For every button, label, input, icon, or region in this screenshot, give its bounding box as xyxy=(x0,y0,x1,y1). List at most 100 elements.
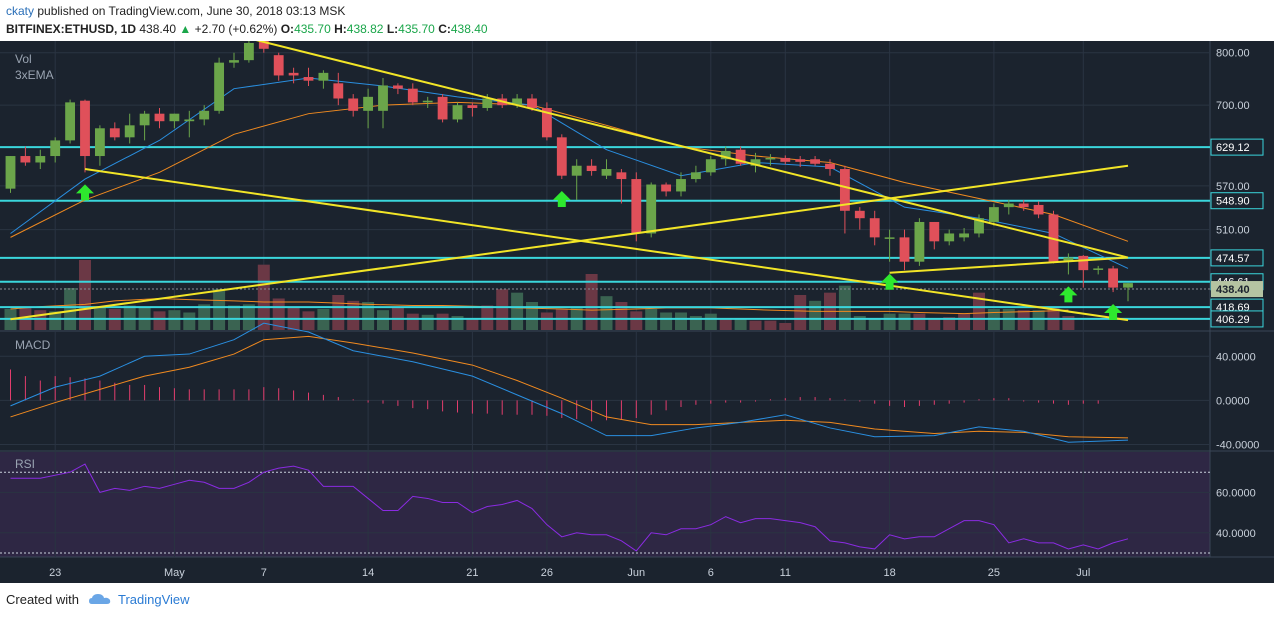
price-tick-label: 800.00 xyxy=(1216,48,1250,60)
candle-body xyxy=(974,218,984,234)
candle-body xyxy=(869,218,880,238)
candle-body xyxy=(1108,268,1119,288)
open-label: O: xyxy=(280,22,295,36)
price-label-box xyxy=(1210,138,1264,156)
volume-bar xyxy=(809,300,822,330)
candle-body xyxy=(780,157,791,162)
price-label: 474.57 xyxy=(1216,253,1250,265)
trendline xyxy=(10,164,1129,321)
candle-body xyxy=(80,100,90,157)
up-triangle-icon: ▲ xyxy=(179,22,192,36)
x-tick-label: Jun xyxy=(627,567,645,579)
volume-bar xyxy=(779,323,792,330)
volume-bar xyxy=(943,317,956,330)
publish-info: ckaty published on TradingView.com, June… xyxy=(6,4,345,18)
volume-bar xyxy=(466,318,479,330)
x-tick-label: 21 xyxy=(466,567,478,579)
green-arrow-icon xyxy=(76,184,94,201)
candle-body xyxy=(229,60,239,63)
rsi-line xyxy=(10,463,1129,552)
rsi-title: RSI xyxy=(15,457,35,471)
chart-area[interactable]: 23 May 7 14 21 26 Jun 6 11 18 25 Jul 800.00 700.00 570… xyxy=(0,33,1274,583)
candle-body xyxy=(452,105,463,120)
candle-body xyxy=(646,184,657,234)
candle-body xyxy=(482,98,493,108)
footer: Created with TradingView xyxy=(6,592,190,608)
candle-body xyxy=(184,119,195,122)
candle-body xyxy=(944,233,955,242)
green-arrow-icon xyxy=(1104,304,1123,320)
volume-bar xyxy=(973,292,985,330)
volume-bar xyxy=(123,305,136,330)
candle-body xyxy=(273,55,284,76)
candle-body xyxy=(422,100,433,103)
candle-body xyxy=(854,210,865,219)
candle-body xyxy=(512,98,523,106)
x-tick-label: 26 xyxy=(541,567,553,579)
candle-body xyxy=(527,98,537,108)
candle-body xyxy=(124,125,135,138)
price-label: 629.12 xyxy=(1216,142,1250,154)
candle-body xyxy=(556,137,567,176)
last-price-box xyxy=(1211,281,1263,298)
volume-bar xyxy=(49,311,62,330)
price-tick-label: 570.00 xyxy=(1216,181,1250,193)
tradingview-link[interactable]: TradingView xyxy=(118,592,190,607)
tradingview-cloud-icon xyxy=(88,593,111,608)
volume-bar xyxy=(1032,310,1045,330)
candle-body xyxy=(392,85,403,89)
candle-body xyxy=(303,77,314,81)
chart-svg[interactable]: 23 May 7 14 21 26 Jun 6 11 18 25 Jul 800.00 700.00 570… xyxy=(0,33,1274,583)
x-tick-label: 7 xyxy=(261,567,267,579)
macd-tick-label: 0.0000 xyxy=(1216,395,1250,407)
candle-body xyxy=(676,179,686,192)
volume-bar xyxy=(168,310,181,330)
volume-bar xyxy=(79,260,91,330)
x-tick-label: 6 xyxy=(708,567,714,579)
candle-body xyxy=(899,237,910,262)
close-value: 438.40 xyxy=(450,22,488,36)
volume-bar xyxy=(913,313,926,330)
x-tick-label: 11 xyxy=(780,567,791,579)
volume-bar xyxy=(228,305,240,330)
rsi-tick-label: 40.0000 xyxy=(1216,528,1256,540)
volume-bar xyxy=(198,304,211,330)
volume-bar xyxy=(64,288,77,330)
volume-bar xyxy=(764,320,777,330)
arrow-shape xyxy=(1059,286,1078,303)
volume-bar xyxy=(406,313,419,330)
low-value: 435.70 xyxy=(398,22,435,36)
volume-bar xyxy=(213,289,226,330)
macd-line xyxy=(10,322,1129,443)
candle-body xyxy=(318,72,329,81)
candle-body xyxy=(94,128,105,157)
candle-body xyxy=(20,156,31,163)
macd-signal-line xyxy=(10,335,1129,439)
author-link[interactable]: ckaty xyxy=(6,4,35,18)
candle-body xyxy=(139,113,150,126)
candle-body xyxy=(333,83,344,99)
candle-body xyxy=(571,165,582,176)
candle-body xyxy=(914,221,925,262)
volume-bar xyxy=(257,264,270,330)
price-tick-label: 510.00 xyxy=(1216,225,1250,237)
x-tick-label: 18 xyxy=(883,567,895,579)
volume-bar xyxy=(34,310,47,330)
x-tick-label: Jul xyxy=(1076,567,1090,579)
volume-bar xyxy=(749,320,762,330)
candle-body xyxy=(243,43,254,61)
candle-body xyxy=(1033,204,1044,215)
low-label: L: xyxy=(386,22,399,36)
volume-bar xyxy=(496,289,509,330)
price-tick-label: 700.00 xyxy=(1216,100,1250,112)
volume-bar xyxy=(734,319,747,330)
candle-body xyxy=(750,159,761,166)
candle-body xyxy=(258,40,269,49)
volume-bar xyxy=(242,304,255,330)
volume-bar xyxy=(868,318,881,330)
candle-body xyxy=(169,113,180,122)
rsi-band-background xyxy=(0,452,1210,557)
volume-bar xyxy=(928,318,941,330)
open-value: 435.70 xyxy=(294,22,331,36)
price-label: 406.29 xyxy=(1216,314,1250,326)
